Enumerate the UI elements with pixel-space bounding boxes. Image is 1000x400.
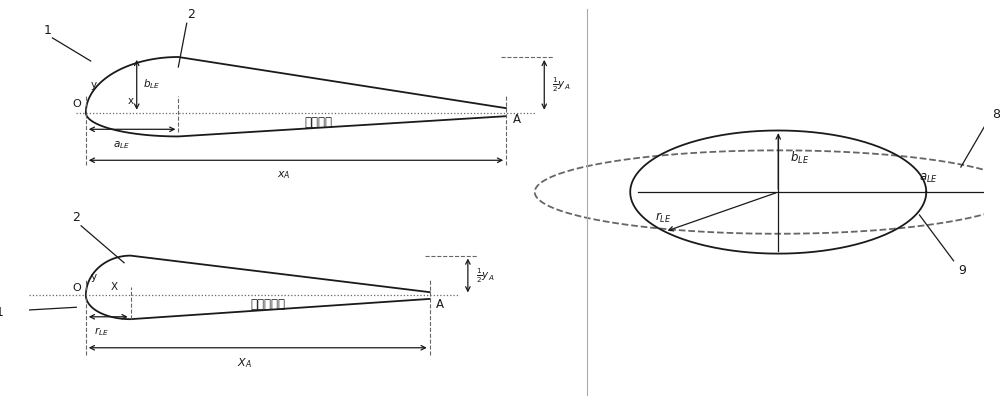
Text: x: x [127,96,134,106]
Text: O: O [72,282,81,292]
Text: 1: 1 [0,306,4,318]
Text: 1: 1 [44,24,52,37]
Text: （缩放后）: （缩放后） [251,298,286,311]
Text: $X_A$: $X_A$ [237,356,251,370]
Text: $b_{LE}$: $b_{LE}$ [143,77,161,90]
Text: y: y [91,80,97,90]
Text: A: A [436,298,444,311]
Text: 9: 9 [958,264,966,276]
Text: $\frac{1}{2}$$y_A$: $\frac{1}{2}$$y_A$ [552,76,570,94]
Text: X: X [110,282,118,292]
Text: （原始）: （原始） [304,116,332,129]
Text: A: A [513,113,521,126]
Text: $r_{LE}$: $r_{LE}$ [94,326,109,338]
Text: 2: 2 [72,211,80,224]
Text: $a_{LE}$: $a_{LE}$ [919,172,938,185]
Text: $\frac{1}{2}$$y_A$: $\frac{1}{2}$$y_A$ [476,266,494,285]
Text: 8: 8 [992,108,1000,120]
Text: $a_{LE}$: $a_{LE}$ [113,139,129,151]
Text: $b_{LE}$: $b_{LE}$ [790,150,809,166]
Text: $x_A$: $x_A$ [277,169,290,181]
Text: y: y [91,272,97,282]
Text: $r_{LE}$: $r_{LE}$ [655,211,672,225]
Text: 2: 2 [187,8,195,21]
Text: O: O [72,100,81,110]
